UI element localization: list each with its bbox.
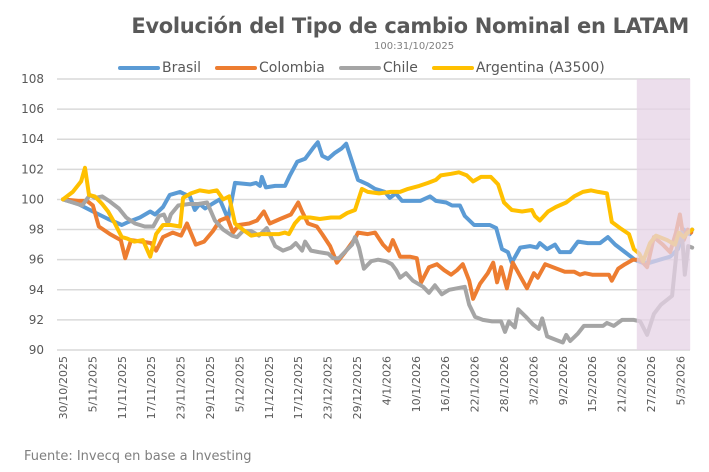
legend-swatch-chile — [338, 66, 381, 70]
x-tick-label: 11/12/2025 — [263, 356, 276, 419]
x-tick-label: 21/2/2026 — [616, 356, 629, 412]
series-lines — [61, 140, 695, 345]
legend-swatch-brasil — [118, 66, 160, 70]
y-tick-label: 102 — [21, 162, 44, 176]
legend: Brasil Colombia Chile Argentina (A3500) — [118, 60, 619, 76]
source-note: Fuente: Invecq en base a Investing — [24, 449, 252, 464]
legend-swatch-colombia — [215, 66, 258, 70]
x-tick-label: 22/1/2026 — [469, 356, 482, 412]
legend-swatch-argentina — [431, 66, 474, 70]
y-tick-label: 98 — [29, 223, 44, 237]
legend-label-colombia: Colombia — [259, 60, 325, 76]
y-tick-label: 94 — [29, 283, 44, 297]
legend-label-argentina: Argentina (A3500) — [475, 60, 605, 76]
x-tick-label: 23/11/2025 — [175, 356, 188, 419]
y-tick-label: 96 — [29, 253, 44, 267]
legend-item-colombia[interactable]: Colombia — [215, 60, 325, 76]
y-tick-label: 100 — [21, 192, 44, 206]
legend-label-chile: Chile — [382, 60, 418, 76]
x-tick-label: 30/10/2025 — [57, 356, 70, 419]
x-tick-label: 15/2/2026 — [586, 356, 599, 412]
legend-item-chile[interactable]: Chile — [338, 60, 418, 76]
legend-item-argentina[interactable]: Argentina (A3500) — [431, 60, 605, 76]
x-tick-label: 5/3/2026 — [674, 356, 687, 405]
x-tick-label: 28/1/2026 — [498, 356, 511, 412]
series-line-argentina — [61, 165, 695, 264]
x-tick-label: 9/2/2026 — [557, 356, 570, 405]
chart-title: Evolución del Tipo de cambio Nominal en … — [131, 14, 689, 38]
x-tick-label: 29/11/2025 — [204, 356, 217, 419]
x-tick-label: 5/11/2025 — [86, 356, 99, 412]
series-line-colombia — [61, 197, 694, 301]
y-axis-tick-labels: 90 92 94 96 98 100 102 104 106 108 — [21, 72, 44, 357]
y-tick-label: 104 — [21, 132, 44, 146]
legend-label-brasil: Brasil — [162, 60, 202, 76]
x-tick-label: 17/11/2025 — [145, 356, 158, 419]
y-tick-label: 92 — [29, 313, 44, 327]
y-tick-label: 106 — [21, 102, 44, 116]
legend-item-brasil[interactable]: Brasil — [118, 60, 201, 76]
y-tick-label: 90 — [29, 343, 44, 357]
x-tick-label: 17/12/2025 — [292, 356, 305, 419]
chart-subtitle: 100:31/10/2025 — [374, 41, 455, 52]
x-tick-label: 11/11/2025 — [116, 356, 129, 419]
x-tick-label: 10/1/2026 — [410, 356, 423, 412]
x-tick-label: 3/2/2026 — [527, 356, 540, 405]
x-tick-label: 27/2/2026 — [645, 356, 658, 412]
series-line-chile — [61, 192, 695, 345]
x-tick-label: 4/1/2026 — [380, 356, 393, 405]
x-tick-label: 29/12/2025 — [351, 356, 364, 419]
gridlines — [57, 78, 690, 351]
x-tick-label: 5/12/2025 — [233, 356, 246, 412]
x-tick-label: 16/1/2026 — [439, 356, 452, 412]
highlight-region — [636, 79, 691, 350]
y-tick-label: 108 — [21, 72, 44, 86]
x-axis-tick-labels: 30/10/2025 5/11/2025 11/11/2025 17/11/2025 2… — [57, 356, 687, 419]
x-tick-label: 23/12/2025 — [322, 356, 335, 419]
